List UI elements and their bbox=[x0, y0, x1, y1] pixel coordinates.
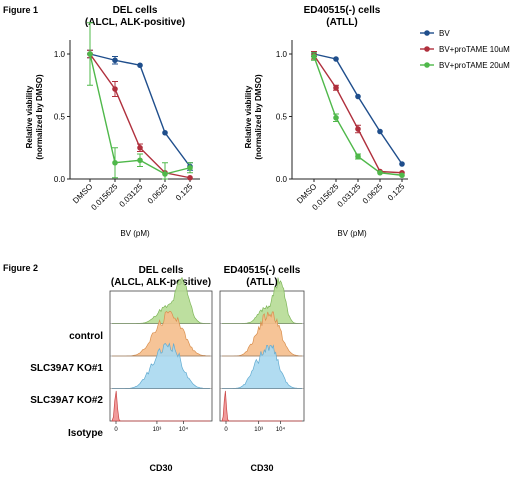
hist-row-label-isotype: Isotype bbox=[68, 428, 103, 439]
chart-b-data-point bbox=[333, 114, 339, 121]
chart-a-data-point bbox=[112, 86, 118, 92]
chart-a-ytick-label: 1.0 bbox=[54, 50, 66, 59]
chart-a-data-point bbox=[162, 129, 168, 136]
chart-b-data-point bbox=[311, 53, 317, 60]
chart-a-xtick-label: 0.015625 bbox=[89, 182, 119, 212]
chart-b-ytick-label: 0.5 bbox=[276, 113, 288, 122]
legend-entry-label: BV+proTAME 10uM bbox=[439, 45, 510, 54]
chart-b-data-point bbox=[355, 153, 361, 160]
hist-a-xtick-label: 0 bbox=[114, 427, 118, 433]
chart-a-xtick-label: 0.03125 bbox=[118, 182, 145, 209]
chart-a-xtick-label: 0.0625 bbox=[146, 182, 170, 206]
chart-a-subtitle: (ALCL, ALK-positive) bbox=[85, 17, 185, 28]
chart-a-data-point bbox=[187, 164, 193, 171]
chart-b-data-point bbox=[399, 172, 405, 179]
hist-a-xtick-label: 10³ bbox=[153, 427, 162, 433]
chart-b-ytick-label: 0.0 bbox=[276, 175, 288, 184]
chart-b-ylabel-line2: (normalized by DMSO) bbox=[254, 74, 263, 160]
hist-a-subtitle: (ALCL, ALK-positive) bbox=[111, 277, 211, 288]
chart-b-data-point bbox=[355, 126, 361, 132]
chart-b-data-point bbox=[399, 161, 405, 167]
chart-a-ylabel-line2: (normalized by DMSO) bbox=[35, 74, 44, 160]
chart-b-xtick-label: 0.03125 bbox=[336, 182, 363, 209]
hist-b-xtick-label: 10⁴ bbox=[276, 426, 286, 433]
legend-swatch-marker bbox=[424, 62, 430, 68]
chart-a-ytick-label: 0.5 bbox=[54, 113, 66, 122]
chart-a-data-point bbox=[112, 159, 118, 166]
chart-b-ylabel-line1: Relative viability bbox=[244, 85, 253, 148]
chart-a-data-point bbox=[137, 62, 143, 69]
chart-b-title: ED40515(-) cells bbox=[304, 5, 381, 16]
chart-b-xtick-label: 0.125 bbox=[386, 182, 407, 203]
figure2-label: Figure 2 bbox=[3, 263, 38, 273]
chart-a-xlabel: BV (pM) bbox=[120, 229, 150, 238]
hist-b-title: ED40515(-) cells bbox=[224, 265, 301, 276]
hist-b-xlabel: CD30 bbox=[250, 463, 273, 473]
hist-a-histogram-iso bbox=[111, 390, 210, 422]
hist-row-label-control: control bbox=[69, 331, 103, 342]
hist-b-xtick-label: 10³ bbox=[254, 427, 263, 433]
chart-a-data-point bbox=[87, 51, 93, 57]
chart-a-ylabel-line1: Relative viability bbox=[25, 85, 34, 148]
chart-a-data-point bbox=[137, 144, 143, 151]
chart-a-xtick-label: 0.125 bbox=[174, 182, 195, 203]
chart-legend: BV BV+proTAME 10uM BV+proTAME 20uM bbox=[420, 29, 510, 70]
legend-swatch-marker bbox=[424, 30, 430, 36]
chart-a-data-point bbox=[137, 157, 143, 164]
hist-b-panel: 0 10³ 10⁴ bbox=[219, 277, 305, 433]
legend-entry-label: BV+proTAME 20uM bbox=[439, 61, 510, 70]
chart-a-xtick-label: DMSO bbox=[71, 182, 94, 205]
chart-b-ytick-label: 1.0 bbox=[276, 50, 288, 59]
chart-a-title: DEL cells bbox=[113, 5, 158, 16]
hist-a-xlabel: CD30 bbox=[149, 463, 172, 473]
chart-b-series-line bbox=[313, 53, 403, 165]
hist-a-title: DEL cells bbox=[139, 265, 184, 276]
legend-entry-label: BV bbox=[439, 29, 450, 38]
figure1-label: Figure 1 bbox=[3, 5, 38, 15]
hist-a-panel: 0 10³ 10⁴ bbox=[109, 276, 213, 433]
chart-a-data-point bbox=[187, 174, 193, 181]
chart-a-data-point bbox=[112, 57, 118, 64]
chart-b-data-point bbox=[355, 93, 361, 100]
hist-b-xtick-label: 0 bbox=[224, 427, 228, 433]
chart-b-data-point bbox=[377, 169, 383, 176]
hist-b-histogram-iso bbox=[221, 390, 302, 422]
chart-b-data-point bbox=[333, 84, 339, 91]
legend-swatch-marker bbox=[424, 46, 430, 52]
chart-a-ytick-label: 0.0 bbox=[54, 175, 66, 184]
hist-b-subtitle: (ATLL) bbox=[246, 277, 277, 288]
chart-b-xlabel: BV (pM) bbox=[337, 229, 367, 238]
hist-row-label-ko1: SLC39A7 KO#1 bbox=[30, 363, 103, 374]
chart-b-data-point bbox=[377, 128, 383, 135]
chart-b-xtick-label: 0.0625 bbox=[361, 182, 385, 206]
chart-b-subtitle: (ATLL) bbox=[326, 17, 357, 28]
hist-a-xtick-label: 10⁴ bbox=[179, 426, 189, 433]
chart-b-data-point bbox=[333, 56, 339, 62]
hist-row-label-ko2: SLC39A7 KO#2 bbox=[30, 395, 103, 406]
chart-a-data-point bbox=[162, 171, 168, 177]
